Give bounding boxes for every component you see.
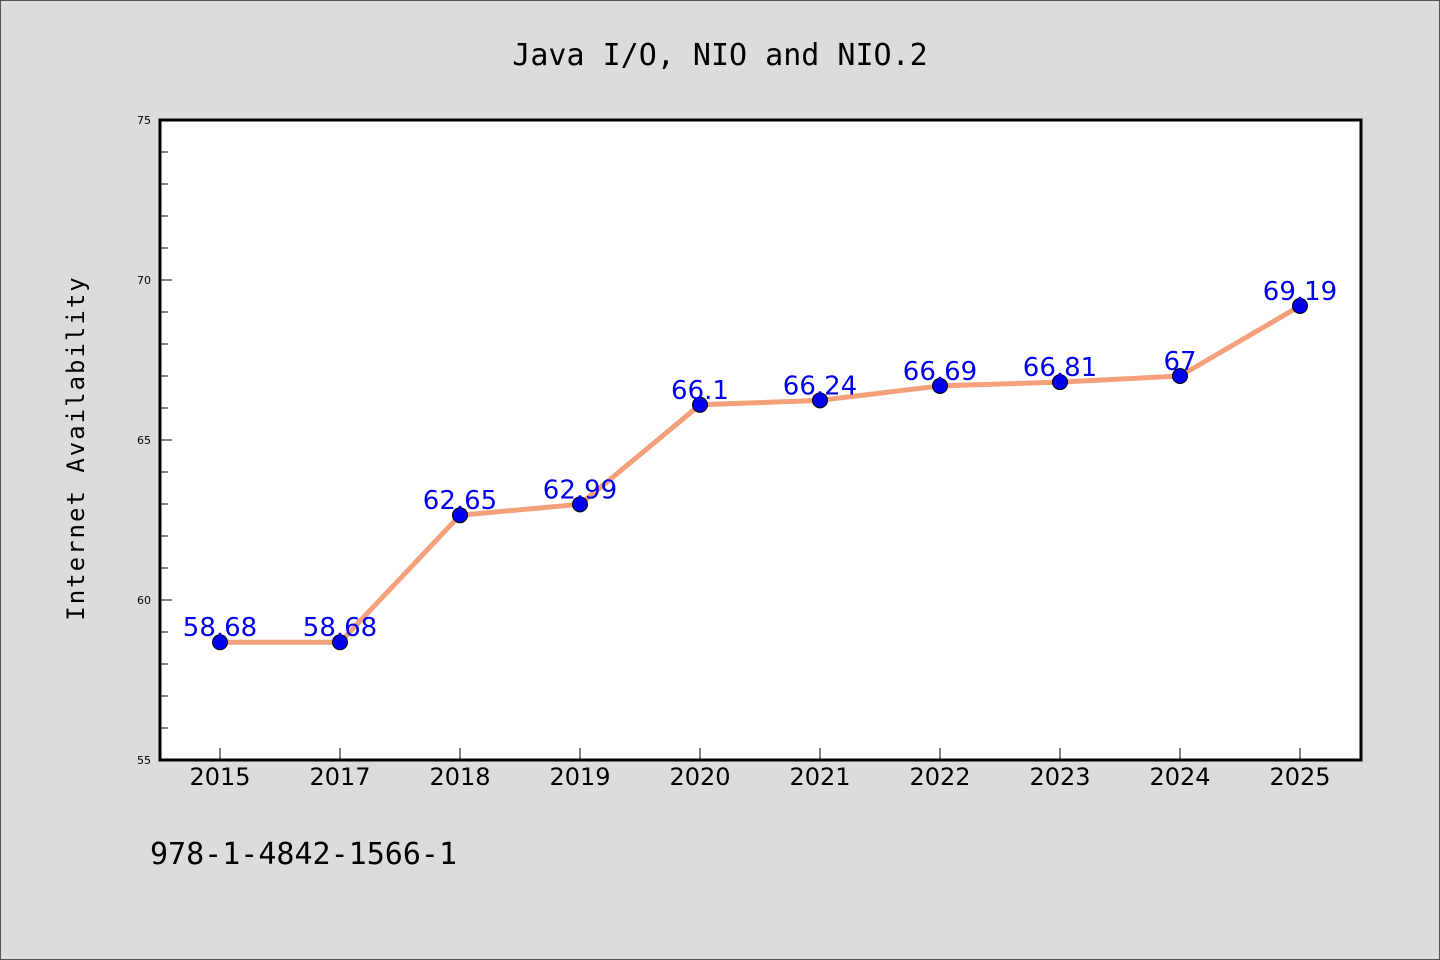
x-tick-label: 2024 [1149, 763, 1210, 791]
data-point [332, 634, 348, 651]
x-tick-label: 2017 [309, 763, 370, 791]
series-layer: 58.68 58.68 62.65 62.99 66.1 66.24 66.69 66.81 6… [183, 277, 1337, 651]
x-axis: 2015 2017 2018 2019 2020 2021 2022 2023 2024 2025 [189, 748, 1331, 791]
data-point [812, 392, 828, 409]
plot-area [158, 118, 1363, 762]
data-label: 58.68 [303, 613, 377, 643]
isbn-footer: 978-1-4842-1566-1 [150, 837, 457, 872]
data-label: 66.24 [783, 371, 857, 401]
x-tick-label: 2015 [189, 763, 250, 791]
x-tick-label: 2022 [909, 763, 970, 791]
y-tick-label: 70 [137, 274, 151, 287]
series-line [217, 303, 1303, 645]
x-tick-label: 2018 [429, 763, 490, 791]
x-tick-label: 2019 [549, 763, 610, 791]
x-tick-label: 2025 [1269, 763, 1330, 791]
data-point [212, 634, 228, 651]
y-tick-label: 75 [137, 114, 151, 127]
data-label: 62.65 [423, 486, 497, 516]
data-point [1292, 297, 1308, 314]
data-label: 66.1 [671, 376, 729, 406]
y-tick-label: 60 [137, 594, 151, 607]
data-label: 69.19 [1263, 277, 1337, 307]
y-tick-label: 65 [137, 434, 151, 447]
data-label: 62.99 [543, 475, 617, 505]
data-label: 66.81 [1023, 353, 1097, 383]
data-label: 58.68 [183, 613, 257, 643]
data-point [452, 507, 468, 524]
data-label: 66.69 [903, 357, 977, 387]
data-point [932, 377, 948, 394]
x-tick-label: 2023 [1029, 763, 1090, 791]
y-tick-label: 55 [137, 754, 151, 767]
x-tick-label: 2021 [789, 763, 850, 791]
x-tick-label: 2020 [669, 763, 730, 791]
data-point [572, 496, 588, 513]
y-axis: 55 60 65 70 75 [137, 114, 172, 767]
chart-title: Java I/O, NIO and NIO.2 [512, 38, 927, 73]
data-point [692, 396, 708, 413]
data-label: 67 [1163, 347, 1196, 377]
data-point [1052, 374, 1068, 391]
data-point [1172, 368, 1188, 384]
y-axis-label: Internet Availability [62, 275, 90, 620]
